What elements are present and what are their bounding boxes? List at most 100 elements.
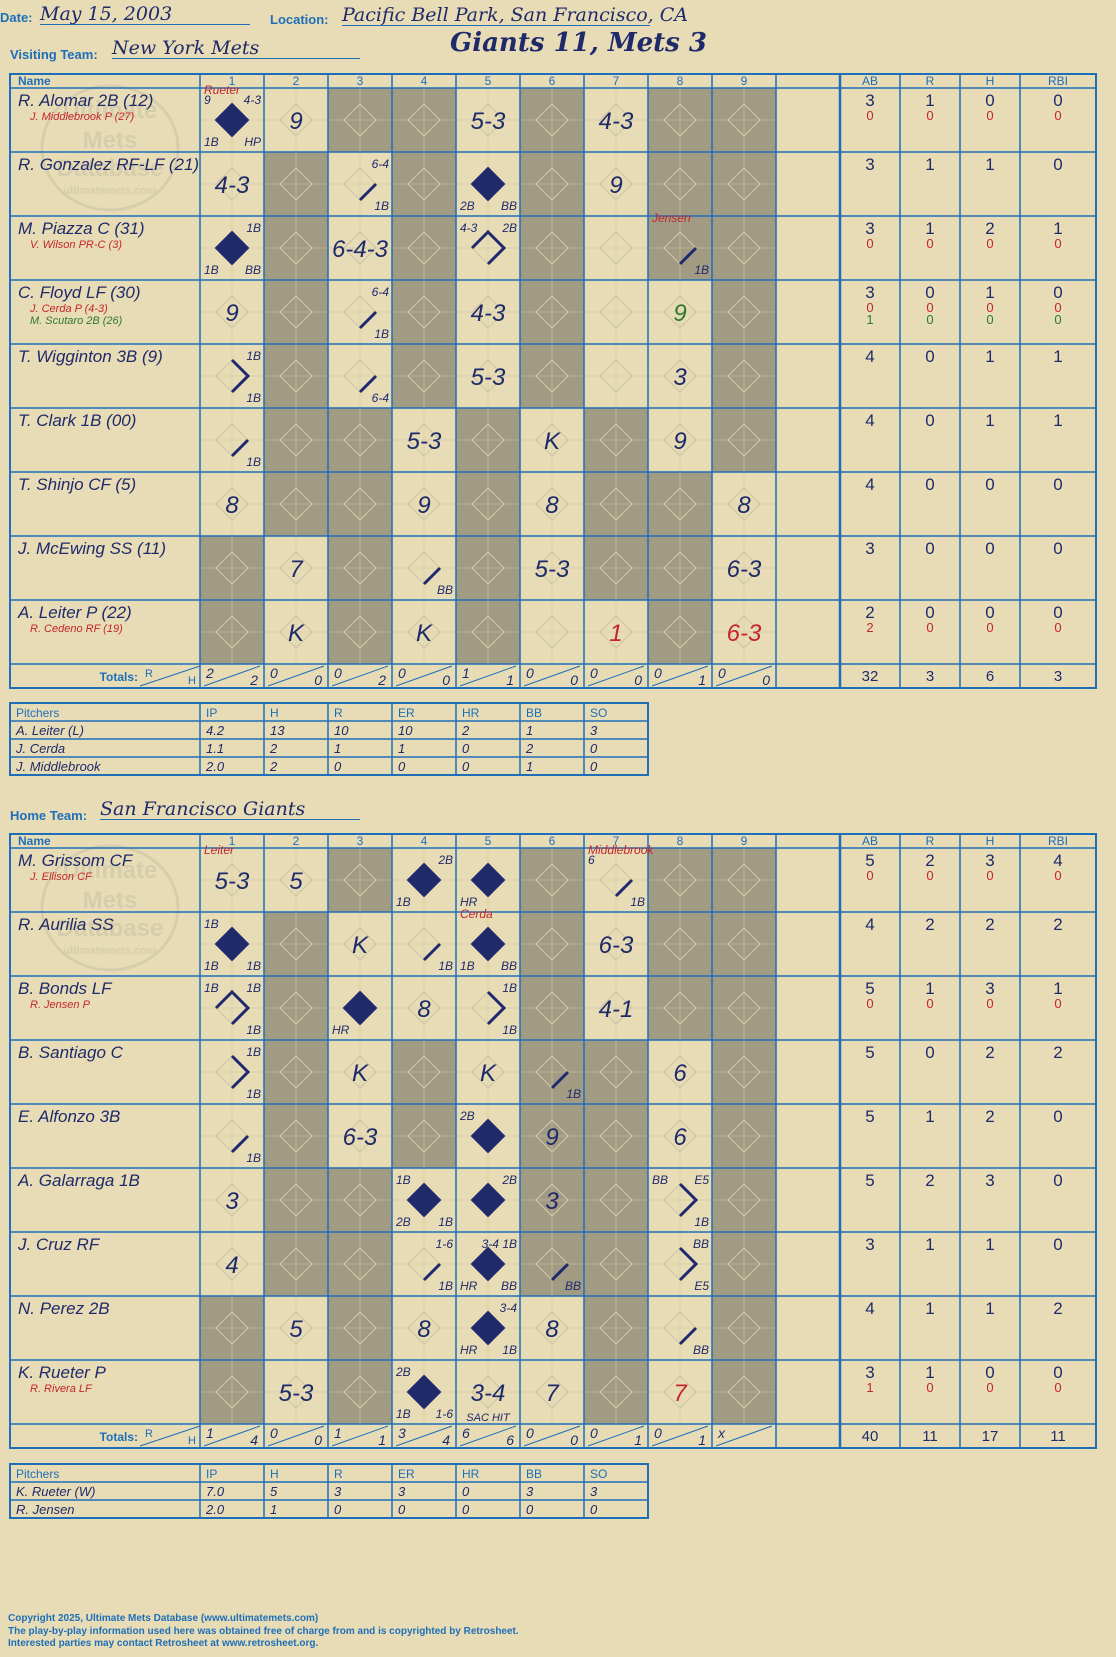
play-note: HR	[460, 895, 478, 909]
basepath	[550, 1070, 570, 1090]
pitcher-name: A. Leiter (L)	[15, 723, 84, 738]
pitcher-stat: 0	[462, 1484, 470, 1499]
inning-hits: 0	[314, 672, 322, 688]
stat-header: RBI	[1048, 74, 1068, 88]
batter-stat: 1	[985, 347, 994, 366]
basepath	[486, 990, 507, 1026]
inning-runs: 1	[206, 1425, 214, 1441]
pitcher-stat: 0	[590, 759, 598, 774]
basepath	[358, 374, 378, 394]
play-note: HR	[460, 1279, 478, 1293]
pitching-header: HR	[462, 1467, 480, 1481]
play-note: BB	[693, 1237, 709, 1251]
pitcher-stat: 3	[590, 1484, 598, 1499]
run-scored-diamond	[470, 1182, 506, 1218]
play-note: 2B	[437, 853, 453, 867]
pitching-header: SO	[590, 1467, 607, 1481]
inning-header: 5	[485, 74, 492, 88]
batter-stat: 1	[925, 1363, 934, 1382]
team-total: 11	[1050, 1428, 1066, 1445]
pitching-header: ER	[398, 706, 415, 720]
basepath	[230, 358, 251, 394]
run-scored-diamond	[406, 1374, 442, 1410]
batter-name: K. Rueter P	[18, 1363, 107, 1382]
play-note: 6-4	[372, 157, 390, 171]
stat-header: H	[986, 74, 995, 88]
pitching-header: SO	[590, 706, 607, 720]
sub-stat: 0	[926, 868, 933, 883]
batter-name: J. Cruz RF	[17, 1235, 101, 1254]
pitcher-stat: 0	[590, 741, 598, 756]
pitcher-name: J. Middlebrook	[15, 759, 102, 774]
basepath	[550, 1262, 570, 1282]
pitcher-stat: 4.2	[206, 723, 225, 738]
stat-header: RBI	[1048, 834, 1068, 848]
inning-header: 3	[357, 74, 364, 88]
play-result: 8	[545, 1316, 559, 1343]
pitcher-stat: 3	[398, 1484, 406, 1499]
watermark-text: Database	[57, 915, 164, 942]
batter-stat: 1	[1053, 347, 1062, 366]
batter-stat: 0	[1053, 475, 1062, 494]
sub-stat: 0	[1054, 300, 1061, 315]
pitcher-stat: 13	[270, 723, 285, 738]
stat-header: R	[926, 74, 935, 88]
play-note: 1B	[246, 391, 261, 405]
pitching-header: H	[270, 706, 279, 720]
pitching-header: BB	[526, 706, 542, 720]
batter-stat: 0	[925, 603, 934, 622]
sub-stat: 0	[1054, 620, 1061, 635]
sub-stat: 0	[1054, 996, 1061, 1011]
inning-hits: 6	[506, 1432, 514, 1448]
run-scored-diamond	[470, 862, 506, 898]
batter-stat: 2	[925, 915, 934, 934]
basepath	[678, 1246, 699, 1282]
batter-stat: 0	[985, 91, 994, 110]
inning-runs: 0	[654, 1425, 662, 1441]
play-note: BB	[245, 263, 261, 277]
inning-header: 1	[229, 74, 236, 88]
batter-stat: 2	[985, 219, 994, 238]
run-scored-diamond	[470, 1118, 506, 1154]
play-note: BB	[693, 1343, 709, 1357]
inning-hits: 1	[506, 672, 514, 688]
totals-slash	[523, 1425, 581, 1447]
batter-stat: 4	[865, 347, 874, 366]
play-result: 4-1	[599, 996, 634, 1023]
batter-stat: 5	[865, 1107, 874, 1126]
batter-name: T. Clark 1B (00)	[18, 411, 136, 430]
totals-slash	[139, 665, 201, 687]
scorecard-frame	[9, 833, 1097, 1449]
batter-stat: 1	[925, 155, 934, 174]
play-result: 8	[417, 1316, 431, 1343]
inning-runs: 0	[718, 665, 726, 681]
basepath	[678, 1182, 699, 1218]
play-note: 3-4	[500, 1301, 518, 1315]
sub-stat: 0	[866, 300, 873, 315]
play-result: 4	[225, 1252, 238, 1279]
team-total: 17	[982, 1428, 999, 1445]
batter-stat: 3	[985, 979, 994, 998]
totals-slash	[267, 1425, 325, 1447]
totals-slash	[203, 1425, 261, 1447]
batter-name: T. Wigginton 3B (9)	[18, 347, 163, 366]
play-result: K	[352, 1060, 369, 1087]
totals-slash	[587, 1425, 645, 1447]
play-result: 3	[673, 364, 687, 391]
batter-name: A. Leiter P (22)	[17, 603, 132, 622]
run-scored-diamond	[342, 990, 378, 1026]
sub-stat: 0	[926, 312, 933, 327]
inning-runs: 0	[270, 665, 278, 681]
play-result: 1	[609, 620, 622, 647]
totals-slash	[459, 665, 517, 687]
pitching-header: R	[334, 706, 343, 720]
inning-hits: 1	[378, 1432, 386, 1448]
batter-stat: 4	[865, 411, 874, 430]
watermark-text: Database	[57, 155, 164, 182]
play-result: K	[480, 1060, 497, 1087]
batter-stat: 0	[1053, 539, 1062, 558]
play-note: BB	[501, 199, 517, 213]
substitute-name: R. Cedeno RF (19)	[30, 623, 123, 635]
play-result: 8	[225, 492, 239, 519]
batter-stat: 0	[1053, 1363, 1062, 1382]
